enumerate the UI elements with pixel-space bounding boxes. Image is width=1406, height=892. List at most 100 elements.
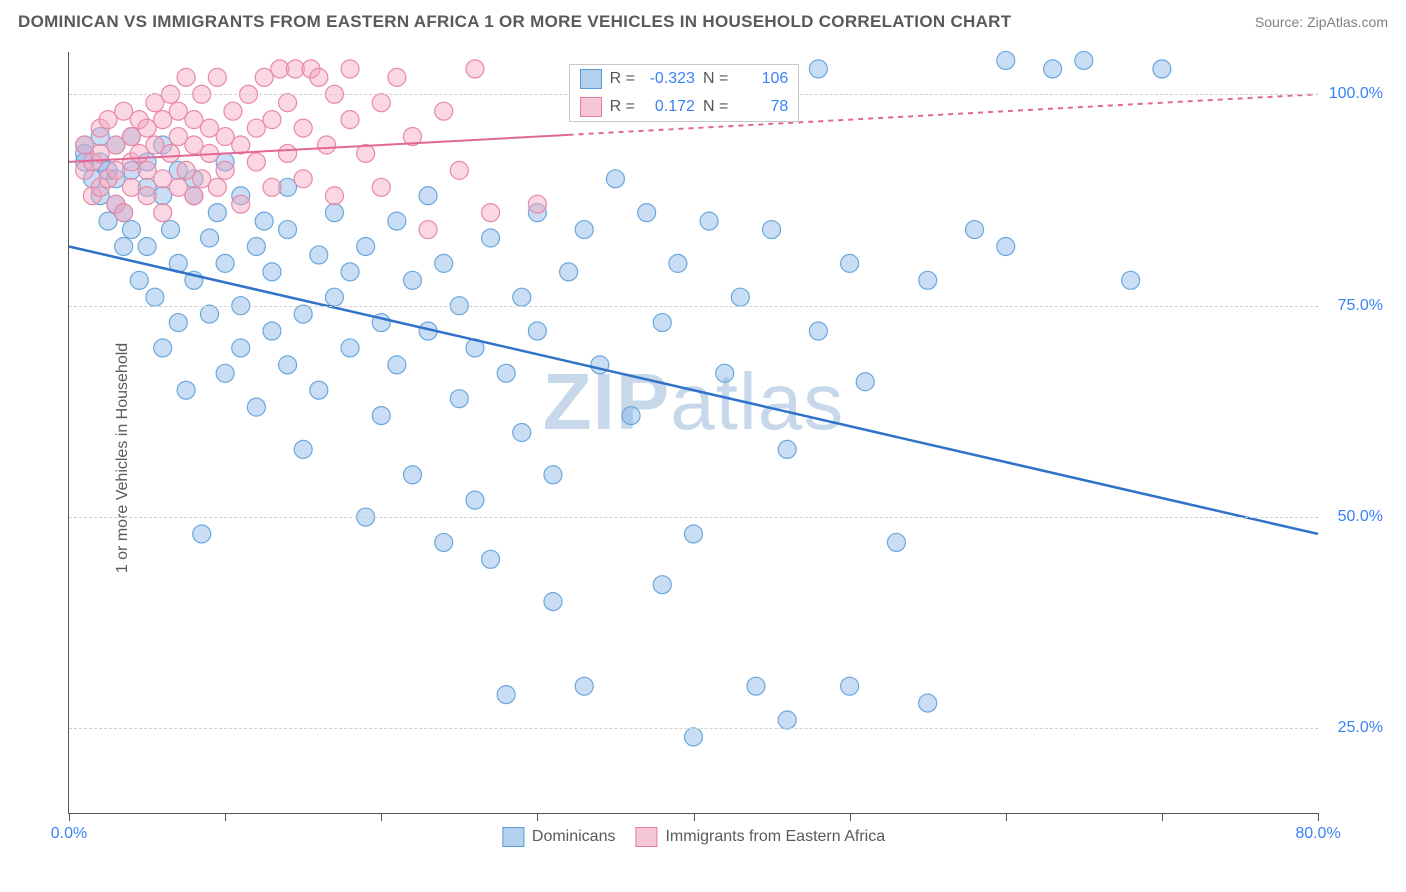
scatter-point [232, 339, 250, 357]
scatter-point [638, 204, 656, 222]
scatter-point [115, 237, 133, 255]
scatter-point [255, 212, 273, 230]
swatch-dominicans [502, 827, 524, 847]
scatter-point [372, 178, 390, 196]
scatter-point [466, 60, 484, 78]
scatter-point [419, 221, 437, 239]
scatter-point [138, 237, 156, 255]
scatter-point [310, 246, 328, 264]
scatter-point [372, 407, 390, 425]
scatter-point [919, 271, 937, 289]
r-value-dominicans: -0.323 [643, 70, 695, 88]
chart-source: Source: ZipAtlas.com [1255, 14, 1388, 30]
scatter-point [216, 161, 234, 179]
n-value-dominicans: 106 [736, 70, 788, 88]
scatter-point [130, 271, 148, 289]
scatter-point [419, 187, 437, 205]
scatter-point [294, 440, 312, 458]
scatter-point [263, 263, 281, 281]
scatter-point [778, 440, 796, 458]
scatter-point [482, 204, 500, 222]
scatter-point [1075, 51, 1093, 69]
scatter-point [388, 212, 406, 230]
scatter-point [653, 576, 671, 594]
scatter-point [341, 111, 359, 129]
scatter-point [122, 221, 140, 239]
scatter-point [325, 204, 343, 222]
x-tick-mark [1318, 813, 1319, 821]
n-label: N = [703, 98, 728, 116]
x-tick-mark [694, 813, 695, 821]
scatter-point [685, 525, 703, 543]
scatter-point [575, 221, 593, 239]
scatter-point [747, 677, 765, 695]
gridline [69, 306, 1318, 307]
legend-row-eastern-africa: R = 0.172 N = 78 [570, 93, 799, 121]
scatter-point [247, 237, 265, 255]
scatter-point [177, 68, 195, 86]
scatter-point [318, 136, 336, 154]
scatter-point [966, 221, 984, 239]
scatter-point [919, 694, 937, 712]
x-tick-mark [69, 813, 70, 821]
scatter-point [403, 466, 421, 484]
scatter-point [185, 187, 203, 205]
series-legend: Dominicans Immigrants from Eastern Afric… [502, 827, 885, 847]
scatter-point [169, 314, 187, 332]
scatter-point [208, 178, 226, 196]
scatter-point [497, 686, 515, 704]
y-tick-label: 50.0% [1338, 508, 1383, 526]
scatter-point [357, 237, 375, 255]
x-tick-mark [1162, 813, 1163, 821]
x-tick-label: 80.0% [1295, 825, 1340, 843]
scatter-point [716, 364, 734, 382]
y-tick-label: 100.0% [1329, 85, 1383, 103]
scatter-point [154, 204, 172, 222]
scatter-svg [69, 52, 1318, 813]
scatter-point [115, 204, 133, 222]
scatter-point [731, 288, 749, 306]
scatter-point [208, 204, 226, 222]
scatter-point [247, 398, 265, 416]
scatter-point [528, 195, 546, 213]
scatter-point [154, 339, 172, 357]
scatter-point [482, 550, 500, 568]
scatter-point [279, 144, 297, 162]
legend-item-dominicans: Dominicans [502, 827, 616, 847]
scatter-point [685, 728, 703, 746]
r-value-eastern-africa: 0.172 [643, 98, 695, 116]
scatter-point [997, 51, 1015, 69]
scatter-point [856, 373, 874, 391]
gridline [69, 517, 1318, 518]
scatter-point [653, 314, 671, 332]
scatter-point [544, 466, 562, 484]
scatter-point [1153, 60, 1171, 78]
gridline [69, 728, 1318, 729]
scatter-point [1122, 271, 1140, 289]
scatter-point [513, 288, 531, 306]
scatter-point [606, 170, 624, 188]
swatch-eastern-africa [580, 97, 602, 117]
x-tick-mark [537, 813, 538, 821]
scatter-point [279, 221, 297, 239]
scatter-point [193, 525, 211, 543]
x-tick-mark [850, 813, 851, 821]
scatter-point [450, 161, 468, 179]
plot-area: ZIPatlas R = -0.323 N = 106 R = 0.172 N … [68, 52, 1318, 814]
scatter-point [450, 390, 468, 408]
scatter-point [263, 322, 281, 340]
scatter-point [216, 254, 234, 272]
scatter-point [232, 195, 250, 213]
legend-row-dominicans: R = -0.323 N = 106 [570, 65, 799, 93]
x-tick-mark [225, 813, 226, 821]
scatter-point [325, 187, 343, 205]
scatter-point [435, 254, 453, 272]
legend-item-eastern-africa: Immigrants from Eastern Africa [635, 827, 885, 847]
scatter-point [325, 288, 343, 306]
scatter-point [310, 381, 328, 399]
scatter-point [294, 170, 312, 188]
scatter-point [208, 68, 226, 86]
scatter-point [528, 322, 546, 340]
y-tick-label: 75.0% [1338, 297, 1383, 315]
scatter-point [841, 254, 859, 272]
